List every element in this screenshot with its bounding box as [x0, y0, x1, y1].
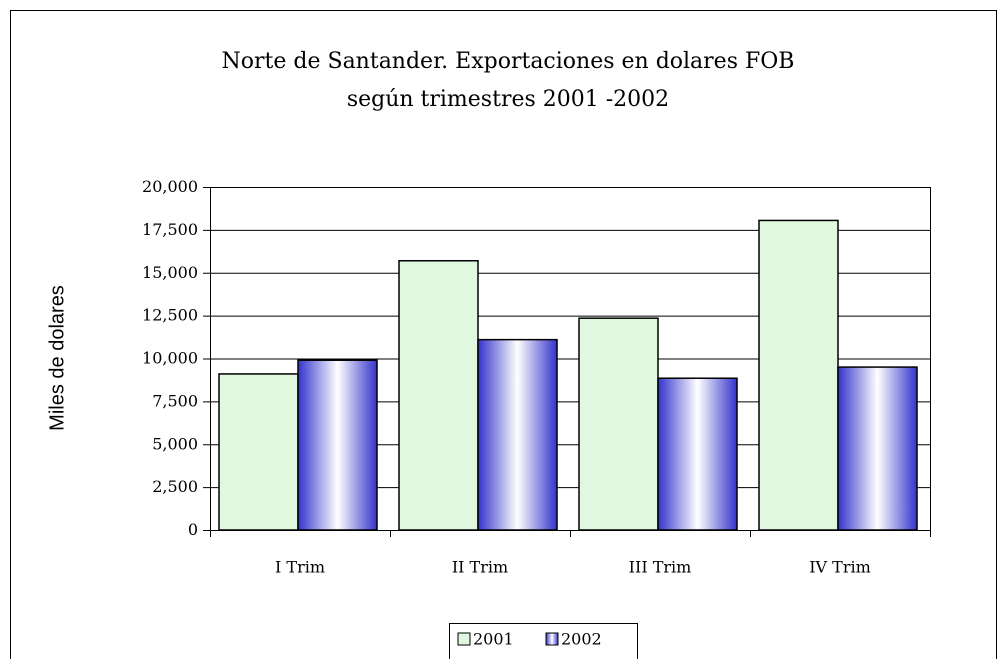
legend-box — [449, 623, 638, 659]
y-tick-label: 2,500 — [152, 477, 198, 496]
y-axis-label: Miles de dolares — [46, 285, 68, 431]
y-tick-label: 12,500 — [142, 306, 198, 325]
y-tick-label: 15,000 — [142, 263, 198, 282]
y-tick-label: 0 — [188, 520, 198, 539]
x-tick-label: IV Trim — [809, 558, 871, 577]
legend-label: 2001 — [473, 630, 514, 649]
legend-swatch — [457, 632, 471, 646]
bar — [837, 366, 918, 531]
y-tick-label: 17,500 — [142, 220, 198, 239]
bar — [657, 377, 738, 531]
y-tick-label: 7,500 — [152, 391, 198, 410]
bar — [578, 317, 659, 531]
bar — [398, 259, 479, 531]
y-tick-label: 5,000 — [152, 434, 198, 453]
chart-title: Norte de Santander. Exportaciones en dol… — [222, 49, 795, 74]
bar — [218, 373, 299, 531]
bar — [297, 359, 378, 531]
x-tick-label: III Trim — [629, 558, 692, 577]
x-tick-label: II Trim — [452, 558, 508, 577]
legend-label: 2002 — [561, 630, 602, 649]
legend-swatch — [545, 632, 559, 646]
chart-title: según trimestres 2001 -2002 — [347, 87, 669, 112]
x-tick-label: I Trim — [275, 558, 325, 577]
bar — [477, 338, 558, 531]
bar — [758, 219, 839, 531]
y-tick-label: 20,000 — [142, 177, 198, 196]
y-tick-label: 10,000 — [142, 349, 198, 368]
